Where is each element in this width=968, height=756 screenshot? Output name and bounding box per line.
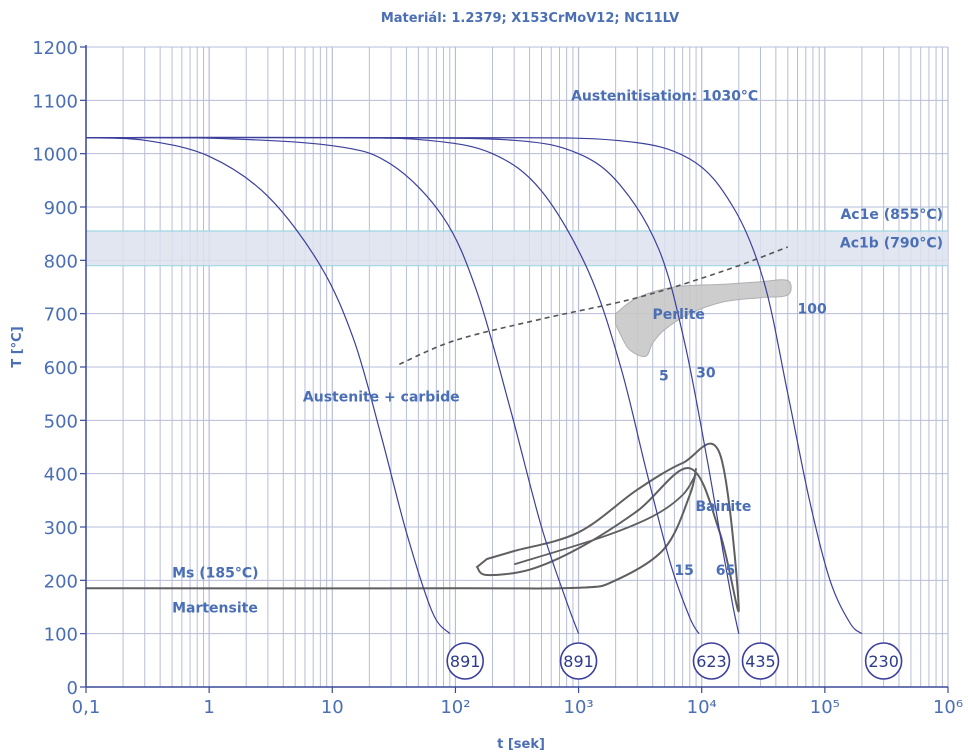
cooling-curves [85, 136, 863, 635]
hardness-value: 230 [868, 652, 899, 671]
y-tick-label: 1000 [32, 145, 78, 166]
hardness-value: 891 [450, 652, 481, 671]
y-tick-label: 0 [67, 678, 78, 699]
ac1e-label: Ac1e (855°C) [840, 207, 943, 223]
hardness-circle [692, 642, 731, 680]
transformation-regions [85, 246, 792, 613]
y-tick-label: 1200 [32, 38, 78, 59]
hardness-value: 435 [745, 652, 776, 671]
hardness-circle [864, 642, 903, 680]
phase-percentage: 15 [674, 563, 693, 579]
hardness-circle [741, 642, 780, 680]
cooling-curve-3 [85, 136, 700, 635]
x-tick-label: 10⁴ [687, 697, 717, 718]
y-tick-label: 900 [44, 198, 78, 219]
austenitisation-label: Austenitisation: 1030°C [571, 88, 758, 104]
perlite-label: Perlite [652, 307, 704, 323]
hardness-circle [446, 642, 484, 680]
y-tick-label: 1100 [32, 91, 78, 112]
x-tick-label: 1 [203, 697, 214, 718]
austenite-carbide-label: Austenite + carbide [303, 390, 460, 406]
hardness-value: 891 [563, 652, 594, 671]
cooling-curve-5 [85, 136, 863, 635]
x-tick-label: 0,1 [72, 697, 101, 718]
x-tick-label: 10⁶ [933, 697, 963, 718]
y-tick-label: 600 [44, 358, 78, 379]
martensite-label: Martensite [172, 600, 258, 616]
ms-line [85, 468, 698, 590]
x-tick-label: 10 [321, 697, 344, 718]
x-tick-label: 10² [440, 697, 470, 718]
cooling-curve-4 [85, 136, 740, 634]
y-tick-label: 400 [44, 465, 78, 486]
phase-percentage: 100 [798, 302, 827, 318]
pearlite-region [615, 279, 792, 358]
ac1b-label: Ac1b (790°C) [840, 236, 943, 252]
y-tick-label: 100 [44, 625, 78, 646]
y-tick-label: 500 [44, 411, 78, 432]
y-tick-label: 800 [44, 251, 78, 272]
bainite-inner-line [513, 473, 697, 566]
phase-percentage: 5 [659, 368, 669, 384]
x-tick-label: 10³ [564, 697, 594, 718]
bainite-label: Bainite [695, 499, 751, 515]
y-tick-label: 200 [44, 571, 78, 592]
ac1-band [86, 231, 948, 266]
y-tick-label: 700 [44, 305, 78, 326]
annotations: Austenitisation: 1030°C Ac1e (855°C) Ac1b … [172, 88, 943, 680]
phase-percentage: 65 [716, 563, 735, 579]
y-tick-label: 300 [44, 518, 78, 539]
ac1-start-dashed-line [398, 246, 789, 366]
grid [85, 46, 949, 688]
x-tick-label: 10⁵ [810, 697, 840, 718]
hardness-circle [559, 642, 598, 680]
phase-percentage: 30 [696, 366, 716, 382]
hardness-value: 623 [696, 652, 727, 671]
axes: 0100200300400500600700800900100011001200… [32, 38, 963, 718]
cooling-curve-2 [85, 136, 580, 634]
y-axis-label: T [°C] [10, 326, 25, 367]
critical-temperature-band [86, 230, 948, 267]
x-axis-label: t [sek] [497, 737, 545, 752]
ms-label: Ms (185°C) [172, 566, 258, 582]
bainite-region [475, 442, 740, 613]
cooling-curve-1 [85, 137, 451, 635]
chart-title: Materiál: 1.2379; X153CrMoV12; NC11LV [381, 11, 679, 26]
